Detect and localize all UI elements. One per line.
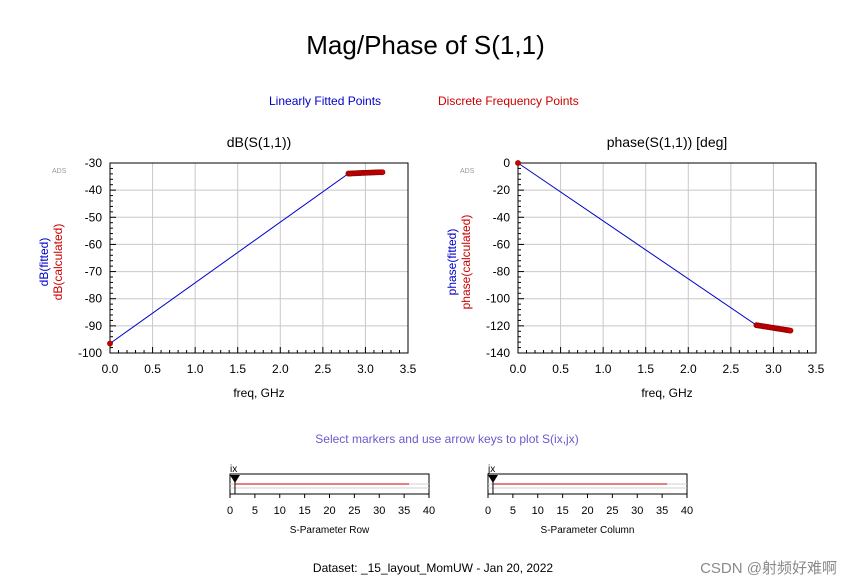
slider-marker-handle[interactable]	[487, 475, 498, 483]
slider-marker-label: jx	[487, 464, 495, 475]
slider-tick-label: 25	[348, 505, 360, 517]
watermark: CSDN @射频好难啊	[700, 560, 837, 577]
y-tick-label: -140	[486, 346, 510, 360]
slider-label: S-Parameter Column	[541, 525, 635, 536]
x-tick-label: 1.5	[637, 362, 654, 376]
y-tick-label: -100	[486, 292, 510, 306]
legend-fitted: Linearly Fitted Points	[269, 94, 382, 108]
x-tick-label: 3.5	[400, 362, 417, 376]
x-tick-label: 0.5	[552, 362, 569, 376]
slider-tick-label: 15	[557, 505, 569, 517]
x-tick-label: 0.0	[102, 362, 119, 376]
y-axis-label-calculated: phase(calculated)	[459, 215, 473, 310]
x-axis-label: freq, GHz	[641, 386, 692, 400]
slider-marker-handle[interactable]	[229, 475, 240, 483]
slider-tick-label: 20	[581, 505, 593, 517]
y-tick-label: -60	[85, 237, 103, 251]
dataset-label: Dataset: _15_layout_MomUW - Jan 20, 2022	[312, 561, 554, 575]
legend-calculated: Discrete Frequency Points	[438, 94, 579, 108]
x-tick-label: 2.0	[680, 362, 697, 376]
slider-tick-label: 30	[373, 505, 385, 517]
y-tick-label: -100	[78, 346, 102, 360]
series-calculated-point	[379, 169, 386, 176]
x-axis-label: freq, GHz	[233, 386, 284, 400]
series-calculated-point	[787, 327, 794, 334]
ads-tag: ADS	[52, 168, 67, 175]
slider-tick-label: 10	[532, 505, 544, 517]
y-tick-label: -120	[486, 319, 510, 333]
y-tick-label: -20	[493, 183, 511, 197]
slider-tick-label: 0	[227, 505, 233, 517]
hint-text: Select markers and use arrow keys to plo…	[315, 432, 579, 446]
x-tick-label: 1.0	[595, 362, 612, 376]
slider-tick-label: 25	[606, 505, 618, 517]
y-tick-label: -40	[85, 183, 103, 197]
y-tick-label: -60	[493, 237, 511, 251]
y-tick-label: -70	[85, 265, 103, 279]
chart-title: phase(S(1,1)) [deg]	[607, 134, 728, 150]
series-calculated-point	[107, 340, 113, 347]
slider-tick-label: 20	[323, 505, 335, 517]
x-tick-label: 3.0	[357, 362, 374, 376]
slider-tick-label: 40	[423, 505, 435, 517]
slider-2: jx 0 5 10 15 20 25 30 35 40 S-Parameter Column	[485, 464, 693, 536]
series-fitted-line	[109, 171, 383, 344]
slider-1: ix 0 5 10 15 20 25 30 35 40 S-Parameter Row	[227, 464, 435, 536]
y-tick-label: -90	[85, 319, 103, 333]
slider-label: S-Parameter Row	[290, 525, 370, 536]
y-tick-label: -80	[493, 265, 511, 279]
x-tick-label: 1.5	[229, 362, 246, 376]
series-calculated-point	[515, 160, 521, 166]
plot-frame	[517, 162, 817, 354]
x-tick-label: 0.0	[510, 362, 527, 376]
slider-tick-label: 35	[398, 505, 410, 517]
ads-tag: ADS	[460, 168, 475, 175]
x-tick-label: 0.5	[144, 362, 161, 376]
y-tick-label: -30	[85, 156, 103, 170]
y-tick-label: -40	[493, 210, 511, 224]
y-axis-label-fitted: dB(fitted)	[37, 238, 51, 287]
y-tick-label: -80	[85, 292, 103, 306]
page-title: Mag/Phase of S(1,1)	[306, 30, 545, 60]
slider-tick-label: 5	[252, 505, 258, 517]
slider-tick-label: 10	[274, 505, 286, 517]
slider-tick-label: 15	[299, 505, 311, 517]
series-fitted-line	[517, 162, 791, 332]
slider-tick-label: 40	[681, 505, 693, 517]
chart-1: 0.0 0.5 1.0 1.5 2.0 2.5 3.0 3.5 -30 -40 -50 -60 -70 -…	[37, 134, 417, 400]
x-tick-label: 2.0	[272, 362, 289, 376]
slider-marker-label: ix	[230, 464, 237, 475]
slider-tick-label: 0	[485, 505, 491, 517]
x-tick-label: 3.5	[808, 362, 825, 376]
x-tick-label: 2.5	[723, 362, 740, 376]
y-tick-label: 0	[503, 156, 510, 170]
slider-tick-label: 5	[510, 505, 516, 517]
chart-2: 0.0 0.5 1.0 1.5 2.0 2.5 3.0 3.5 0 -20 -40 -60 -80 -10…	[445, 134, 825, 400]
x-tick-label: 2.5	[315, 362, 332, 376]
y-axis-label-calculated: dB(calculated)	[51, 224, 65, 301]
chart-title: dB(S(1,1))	[227, 134, 292, 150]
slider-tick-label: 30	[631, 505, 643, 517]
plot-frame	[109, 162, 409, 354]
slider-tick-label: 35	[656, 505, 668, 517]
x-tick-label: 1.0	[187, 362, 204, 376]
y-axis-label-fitted: phase(fitted)	[445, 229, 459, 296]
y-tick-label: -50	[85, 210, 103, 224]
x-tick-label: 3.0	[765, 362, 782, 376]
